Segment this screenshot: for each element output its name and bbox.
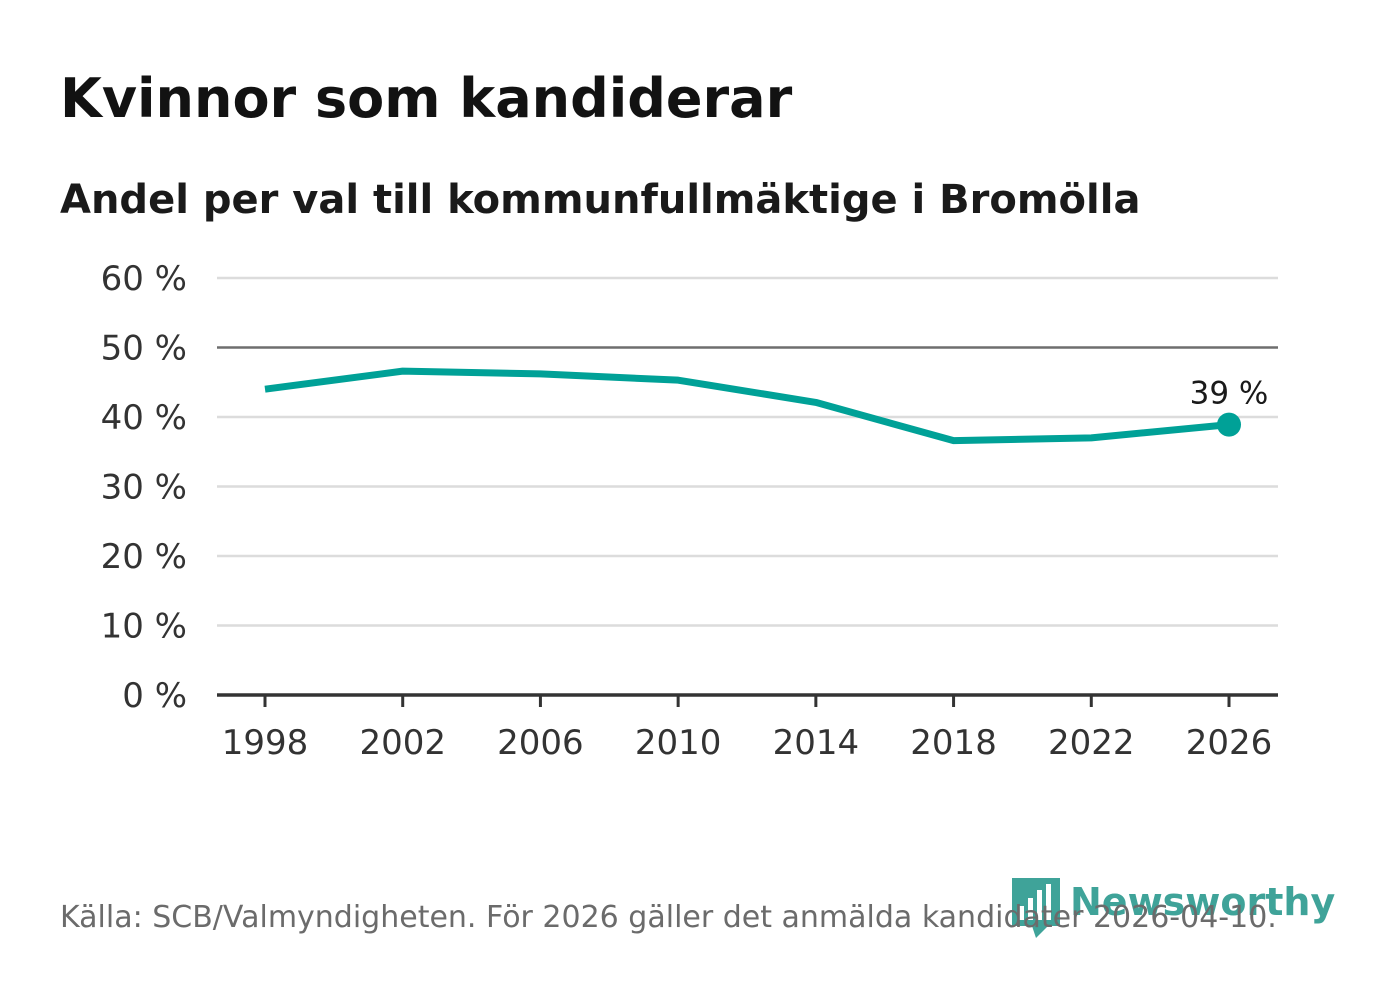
x-tick-label: 1998 (222, 723, 309, 763)
series-line (264, 367, 1230, 445)
x-axis: 1998 2002 2006 2010 2014 2018 2022 2026 (217, 693, 1278, 763)
series-end-point (1217, 412, 1241, 437)
chart-subtitle: Andel per val till kommunfullmäktige i B… (60, 177, 1141, 223)
x-tick-label: 2002 (359, 723, 446, 763)
y-tick-label: 60 % (101, 259, 187, 299)
source-note: Källa: SCB/Valmyndigheten. För 2026 gäll… (60, 900, 1277, 935)
x-tick-label: 2018 (910, 723, 997, 763)
x-tick-label: 2006 (497, 723, 584, 763)
bar-chart-pin-icon (1012, 878, 1060, 938)
y-tick-label: 30 % (101, 468, 187, 508)
newsworthy-logo: Newsworthy (1010, 876, 1335, 940)
y-axis-tick-labels: 0 % 10 % 20 % 30 % 40 % 50 % 60 % (101, 259, 187, 716)
brand-name: Newsworthy (1070, 880, 1336, 924)
x-tick-label: 2010 (635, 723, 722, 763)
y-tick-label: 10 % (101, 607, 187, 647)
x-tick-label: 2014 (773, 723, 860, 763)
y-tick-label: 20 % (101, 537, 187, 577)
grid-lines (217, 276, 1278, 627)
y-tick-label: 0 % (122, 676, 187, 716)
series-group: 39 % (264, 367, 1269, 445)
y-tick-label: 50 % (101, 329, 187, 369)
x-tick-label: 2026 (1186, 723, 1273, 763)
x-tick-label: 2022 (1048, 723, 1135, 763)
series-end-label: 39 % (1190, 376, 1269, 412)
y-tick-label: 40 % (101, 398, 187, 438)
chart-title: Kvinnor som kandiderar (60, 67, 793, 130)
